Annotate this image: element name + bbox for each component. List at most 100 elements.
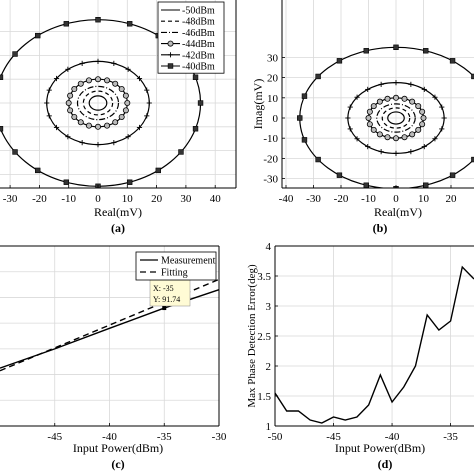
b-series-5-marker-13: [336, 172, 343, 178]
a-series-3-marker-1: [122, 92, 129, 99]
b-series-4: [345, 80, 447, 156]
legend-a-label-5: -40dBm: [182, 62, 215, 73]
b-series-4-marker-11: [347, 126, 353, 132]
b-series-3-marker-1: [419, 108, 426, 115]
panel-c-xlabel: Input Power(dBm): [73, 441, 163, 455]
b-series-3-marker-13: [376, 131, 383, 138]
b-series-3-marker-17: [409, 131, 416, 138]
a-series-3-marker-11: [67, 107, 74, 114]
b-xtick-label-2: -20: [334, 193, 349, 205]
panel-b-y-ticks: -30 -20 -10 0 10 20 30: [263, 52, 285, 186]
b-ytick-label-0: -30: [263, 174, 278, 186]
a-series-4-marker-10: [44, 100, 50, 106]
a-series-3: [65, 76, 131, 130]
d-ytick-label-5: 3.5: [257, 271, 271, 283]
b-xtick-label-0: -40: [279, 193, 294, 205]
b-series-3-marker-10: [365, 115, 372, 122]
b-series-0-ring: [387, 111, 405, 125]
panel-d-x-ticks: -50 -45 -40 -35: [268, 423, 458, 443]
legend-a-label-3: -44dBm: [182, 39, 215, 50]
panel-a: -30 -20 -10 0 10 20 30 40 Real(mV) (a) -50dBm-4…: [0, 0, 237, 235]
b-series-3: [365, 94, 427, 142]
b-series-3-marker-6: [384, 95, 391, 102]
b-ytick-label-4: 10: [267, 93, 279, 105]
b-series-5-marker-7: [336, 58, 343, 64]
a-series-4-marker-8: [53, 75, 60, 82]
panel-b-label: (b): [373, 221, 388, 235]
b-series-3-marker-12: [370, 126, 377, 133]
a-series-4-marker-9: [46, 87, 52, 93]
a-series-5-marker-6: [63, 21, 70, 27]
b-series-3-marker-4: [401, 95, 408, 102]
c-xtick-label-2: -35: [157, 431, 172, 443]
legend-a-box: [157, 1, 225, 74]
b-ytick-label-5: 20: [267, 73, 279, 85]
a-series-3-marker-0: [124, 100, 131, 107]
a-series-3-marker-2: [118, 86, 125, 93]
b-series-4-marker-14: [378, 149, 384, 155]
c-xtick-label-3: -30: [212, 431, 227, 443]
b-series-5-marker-10: [297, 115, 303, 121]
a-xtick-label-0: -30: [3, 193, 18, 205]
b-series-4-marker-5: [393, 80, 399, 86]
a-series-0-ring: [88, 95, 108, 111]
a-series-3-marker-8: [71, 86, 78, 93]
legend-a-marker-5: [167, 63, 174, 69]
a-series-5-marker-5: [95, 16, 101, 23]
a-series-3-marker-15: [95, 123, 102, 130]
a-xtick-label-7: 40: [210, 193, 222, 205]
a-series-3-marker-19: [122, 107, 129, 114]
a-series-1: [82, 90, 114, 116]
b-series-5-marker-4: [423, 48, 429, 54]
b-series-2-ring: [376, 103, 416, 133]
d-xtick-label-3: -35: [443, 431, 458, 443]
panel-b-series: [297, 44, 474, 188]
b-ytick-label-3: 0: [273, 113, 279, 125]
b-series-3-marker-2: [415, 103, 422, 110]
a-xtick-label-3: 0: [95, 193, 101, 205]
b-series-3-marker-19: [419, 121, 426, 128]
a-series-4: [44, 58, 152, 148]
d-ytick-label-1: 1.5: [257, 391, 271, 403]
legend-a-label-2: -46dBm: [182, 28, 215, 39]
panel-d-ylabel: Max Phase Detection Error(deg): [246, 264, 258, 408]
a-xtick-label-1: -20: [32, 193, 47, 205]
legend-c-label-1: Fitting: [161, 268, 188, 279]
a-series-5-marker-19: [192, 126, 199, 132]
b-series-3-marker-14: [384, 134, 391, 141]
b-series-4-marker-13: [365, 143, 371, 150]
a-xtick-label-5: 20: [151, 193, 163, 205]
panel-c-x-ticks: -45 -40 -35 -30: [47, 423, 227, 443]
b-series-4-marker-3: [421, 86, 427, 93]
a-series-3-marker-13: [77, 119, 84, 126]
a-series-3-marker-12: [71, 113, 78, 120]
a-series-5-marker-1: [192, 74, 199, 80]
a-series-5-marker-7: [35, 32, 41, 39]
b-series-5-marker-12: [315, 156, 321, 163]
b-series-4-marker-7: [365, 86, 371, 93]
panel-d: -50 -45 -40 -35 1 1.5 2 2.5 3 3.5 4 Max Phase Det…: [246, 241, 474, 471]
a-series-4-marker-16: [111, 140, 117, 146]
b-series-4-marker-2: [432, 94, 438, 100]
a-series-4-marker-0: [146, 100, 152, 106]
a-series-1-ring: [82, 90, 114, 116]
b-series-5-marker-5: [393, 44, 399, 51]
a-series-5-marker-11: [0, 126, 4, 132]
b-series-4-marker-17: [421, 143, 427, 150]
a-series-3-marker-4: [104, 77, 111, 84]
panel-c-datatip: X: -35 Y: 91.74: [149, 279, 191, 311]
b-series-4-marker-8: [354, 94, 360, 100]
a-series-3-marker-6: [85, 77, 92, 84]
panel-a-legend: -50dBm-48dBm-46dBm-44dBm-42dBm-40dBm: [157, 1, 225, 74]
a-series-5-marker-8: [12, 51, 18, 57]
b-series-5-marker-9: [301, 93, 308, 99]
panel-d-y-ticks: 1 1.5 2 2.5 3 3.5 4: [257, 241, 278, 433]
a-series-4-marker-2: [136, 75, 143, 82]
a-series-5-marker-16: [126, 179, 133, 185]
d-xtick-label-0: -50: [268, 431, 283, 443]
panel-c: -45 -40 -35 -30 X: -35 Y: 91.74 Measurement…: [0, 245, 227, 471]
panel-d-series: [274, 265, 474, 424]
b-series-2: [376, 103, 416, 133]
a-xtick-label-2: -10: [61, 193, 76, 205]
a-series-5-marker-9: [0, 74, 4, 80]
